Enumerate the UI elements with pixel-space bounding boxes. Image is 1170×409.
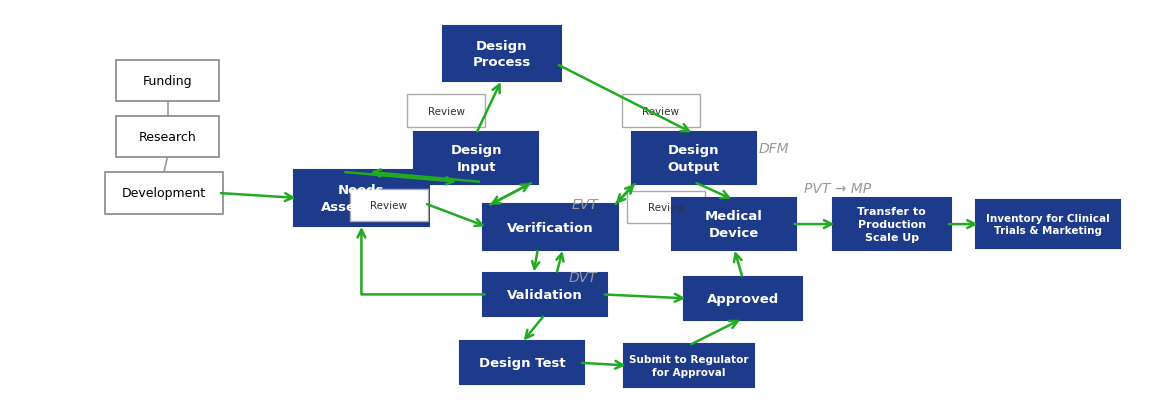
Text: Funding: Funding	[143, 75, 192, 88]
FancyBboxPatch shape	[414, 133, 538, 184]
Text: Review: Review	[642, 106, 679, 116]
FancyBboxPatch shape	[833, 199, 951, 250]
Text: Design
Process: Design Process	[473, 40, 531, 69]
Text: Design Test: Design Test	[479, 356, 565, 369]
FancyBboxPatch shape	[350, 189, 428, 222]
Text: Research: Research	[139, 131, 197, 144]
FancyBboxPatch shape	[483, 273, 607, 316]
Text: Validation: Validation	[507, 288, 583, 301]
Text: Review: Review	[428, 106, 464, 116]
FancyBboxPatch shape	[624, 344, 753, 387]
Text: Needs
Assesment: Needs Assesment	[321, 184, 402, 213]
Text: Transfer to
Production
Scale Up: Transfer to Production Scale Up	[858, 207, 927, 242]
FancyBboxPatch shape	[621, 95, 700, 128]
Text: DVT: DVT	[569, 270, 597, 284]
Text: Review: Review	[648, 202, 684, 213]
Text: Submit to Regulator
for Approval: Submit to Regulator for Approval	[629, 354, 749, 377]
FancyBboxPatch shape	[976, 201, 1121, 248]
FancyBboxPatch shape	[683, 277, 801, 320]
FancyBboxPatch shape	[460, 341, 584, 384]
Text: Review: Review	[371, 200, 407, 211]
FancyBboxPatch shape	[116, 61, 219, 102]
Text: Verification: Verification	[508, 221, 594, 234]
FancyBboxPatch shape	[483, 205, 618, 250]
Text: Design
Output: Design Output	[668, 144, 720, 173]
FancyBboxPatch shape	[104, 173, 222, 214]
Text: DFM: DFM	[759, 142, 790, 155]
Text: Design
Input: Design Input	[450, 144, 502, 173]
FancyBboxPatch shape	[116, 117, 219, 158]
FancyBboxPatch shape	[294, 171, 429, 226]
Text: Approved: Approved	[707, 292, 779, 305]
Text: Medical
Device: Medical Device	[706, 210, 763, 239]
FancyBboxPatch shape	[627, 191, 706, 224]
FancyBboxPatch shape	[407, 95, 486, 128]
Text: Development: Development	[122, 187, 206, 200]
Text: EVT: EVT	[572, 198, 598, 211]
FancyBboxPatch shape	[672, 199, 796, 250]
Text: Inventory for Clinical
Trials & Marketing: Inventory for Clinical Trials & Marketin…	[986, 213, 1110, 236]
FancyBboxPatch shape	[632, 133, 756, 184]
Text: PVT → MP: PVT → MP	[804, 182, 870, 196]
FancyBboxPatch shape	[442, 27, 560, 82]
